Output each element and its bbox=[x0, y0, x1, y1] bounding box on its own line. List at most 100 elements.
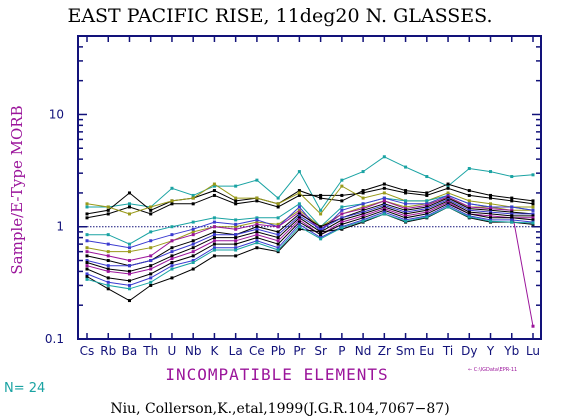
data-point bbox=[489, 216, 493, 220]
data-point bbox=[85, 239, 89, 243]
x-axis-label: INCOMPATIBLE ELEMENTS bbox=[165, 365, 388, 384]
data-point bbox=[319, 196, 323, 200]
data-point bbox=[489, 219, 493, 223]
data-point bbox=[531, 199, 535, 203]
data-point bbox=[340, 220, 344, 224]
x-tick-label-u: U bbox=[168, 344, 177, 358]
series-line bbox=[86, 198, 533, 267]
data-point bbox=[127, 202, 131, 206]
data-point bbox=[319, 230, 323, 234]
x-tick-label-nb: Nb bbox=[185, 344, 202, 358]
data-point bbox=[382, 191, 386, 195]
data-point bbox=[510, 212, 514, 216]
data-point bbox=[276, 196, 280, 200]
data-point bbox=[85, 259, 89, 263]
data-point bbox=[212, 236, 216, 240]
data-point bbox=[425, 207, 429, 211]
data-point bbox=[255, 216, 259, 220]
data-point bbox=[127, 191, 131, 195]
series-line bbox=[87, 156, 534, 212]
series-line bbox=[86, 206, 534, 290]
data-point bbox=[510, 205, 514, 209]
data-point bbox=[404, 189, 408, 193]
data-point bbox=[297, 212, 301, 216]
data-point bbox=[191, 193, 195, 197]
data-point bbox=[425, 215, 429, 219]
data-point bbox=[340, 227, 344, 231]
data-point bbox=[276, 242, 280, 246]
series-11 bbox=[85, 199, 535, 273]
series-16 bbox=[85, 205, 535, 291]
data-point bbox=[255, 218, 259, 222]
data-point bbox=[149, 272, 153, 276]
data-point bbox=[170, 246, 174, 250]
data-point bbox=[191, 227, 195, 231]
data-point bbox=[510, 214, 514, 218]
data-point bbox=[234, 196, 238, 200]
data-point bbox=[276, 233, 280, 237]
data-point bbox=[297, 191, 301, 195]
x-tick-label-la: La bbox=[229, 344, 243, 358]
data-point bbox=[191, 230, 195, 234]
x-tick-label-zr: Zr bbox=[378, 344, 391, 358]
data-point bbox=[425, 199, 429, 203]
data-point bbox=[510, 196, 514, 200]
data-point bbox=[85, 275, 89, 279]
series-line bbox=[86, 204, 534, 286]
data-point bbox=[382, 210, 386, 214]
data-point bbox=[85, 212, 89, 216]
data-point bbox=[340, 212, 344, 216]
data-point bbox=[255, 233, 259, 237]
data-point bbox=[531, 212, 535, 216]
data-point bbox=[404, 208, 408, 212]
data-point bbox=[361, 196, 365, 200]
data-point bbox=[212, 248, 216, 252]
data-point bbox=[170, 239, 174, 243]
data-point bbox=[255, 178, 259, 182]
data-point bbox=[234, 222, 238, 226]
sample-count: N= 24 bbox=[4, 381, 45, 396]
data-point bbox=[510, 199, 514, 203]
y-tick-labels: 10 1 0.1 bbox=[45, 107, 64, 346]
data-point bbox=[361, 191, 365, 195]
data-point bbox=[404, 165, 408, 169]
data-point bbox=[276, 225, 280, 229]
x-tick-label-ce: Ce bbox=[249, 344, 265, 358]
data-point bbox=[297, 218, 301, 222]
data-point bbox=[85, 246, 89, 250]
x-tick-label-p: P bbox=[338, 344, 345, 358]
data-point bbox=[489, 196, 493, 200]
data-point bbox=[340, 216, 344, 220]
series-line bbox=[86, 200, 533, 272]
data-point bbox=[361, 207, 365, 211]
data-point bbox=[425, 193, 429, 197]
data-point bbox=[234, 254, 238, 258]
data-point bbox=[489, 170, 493, 174]
data-point bbox=[212, 246, 216, 250]
data-point bbox=[149, 239, 153, 243]
data-point bbox=[446, 186, 450, 190]
data-point bbox=[297, 222, 301, 226]
data-point bbox=[212, 239, 216, 243]
data-point bbox=[106, 254, 110, 258]
data-point bbox=[127, 279, 131, 283]
data-point bbox=[361, 170, 365, 174]
data-point bbox=[361, 189, 365, 193]
data-point bbox=[170, 233, 174, 237]
data-point bbox=[234, 199, 238, 203]
x-tick-label-nd: Nd bbox=[355, 344, 372, 358]
data-point bbox=[340, 222, 344, 226]
data-point bbox=[382, 205, 386, 209]
file-note: ← C:\IGData\EPR-11 bbox=[468, 367, 517, 373]
data-point bbox=[85, 205, 89, 209]
plot-frame bbox=[77, 35, 542, 340]
data-point bbox=[191, 233, 195, 237]
data-point bbox=[361, 205, 365, 209]
data-point bbox=[234, 239, 238, 243]
data-point bbox=[531, 221, 535, 225]
data-point bbox=[170, 186, 174, 190]
data-point bbox=[297, 208, 301, 212]
data-point bbox=[297, 220, 301, 224]
data-point bbox=[425, 202, 429, 206]
data-point bbox=[276, 239, 280, 243]
